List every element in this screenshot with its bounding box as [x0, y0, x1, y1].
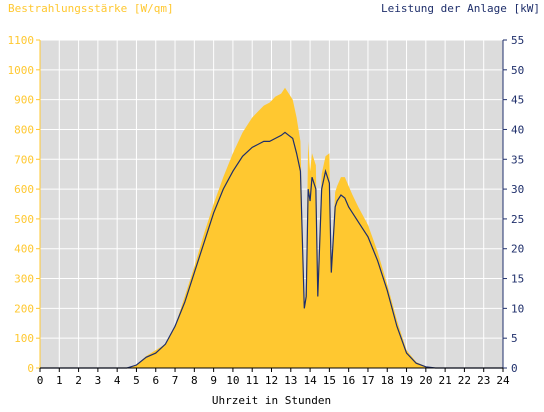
left-tick-label: 300: [14, 273, 34, 286]
left-axis-title: Bestrahlungsstärke [W/qm]: [8, 2, 174, 15]
x-tick-label: 23: [477, 374, 490, 387]
right-axis-title: Leistung der Anlage [kW]: [381, 2, 540, 15]
x-tick-label: 17: [361, 374, 374, 387]
left-tick-label: 1000: [8, 64, 35, 77]
x-tick-label: 2: [75, 374, 82, 387]
left-tick-label: 500: [14, 213, 34, 226]
x-tick-label: 13: [284, 374, 297, 387]
right-tick-label: 50: [511, 64, 524, 77]
irradiance-area: [40, 87, 503, 369]
right-tick-label: 35: [511, 153, 524, 166]
x-tick-label: 18: [381, 374, 394, 387]
x-tick-label: 15: [323, 374, 336, 387]
right-tick-label: 45: [511, 94, 524, 107]
x-tick-label: 1: [56, 374, 63, 387]
power-line: [40, 131, 503, 369]
x-tick-label: 0: [37, 374, 44, 387]
right-tick-label: 0: [511, 362, 518, 375]
right-tick-label: 15: [511, 273, 524, 286]
left-tick-label: 800: [14, 123, 34, 136]
right-tick-label: 55: [511, 34, 524, 47]
left-tick-label: 1100: [8, 34, 35, 47]
left-tick-label: 400: [14, 243, 34, 256]
x-tick-label: 8: [191, 374, 198, 387]
x-tick-label: 5: [133, 374, 140, 387]
right-tick-label: 10: [511, 302, 524, 315]
right-tick-label: 5: [511, 332, 518, 345]
x-tick-label: 4: [114, 374, 121, 387]
right-tick-label: 25: [511, 213, 524, 226]
x-tick-label: 9: [210, 374, 217, 387]
right-tick-label: 20: [511, 243, 524, 256]
x-tick-label: 14: [303, 374, 317, 387]
x-tick-label: 24: [496, 374, 510, 387]
x-tick-label: 3: [95, 374, 102, 387]
left-tick-label: 0: [27, 362, 34, 375]
x-tick-label: 10: [226, 374, 239, 387]
x-tick-label: 7: [172, 374, 179, 387]
x-tick-label: 22: [458, 374, 471, 387]
x-tick-label: 19: [400, 374, 413, 387]
left-tick-label: 700: [14, 153, 34, 166]
left-tick-label: 200: [14, 302, 34, 315]
x-tick-label: 12: [265, 374, 278, 387]
x-axis-label: Uhrzeit in Stunden: [212, 394, 331, 407]
x-tick-label: 16: [342, 374, 355, 387]
left-tick-label: 100: [14, 332, 34, 345]
x-tick-label: 6: [152, 374, 159, 387]
right-tick-label: 40: [511, 123, 524, 136]
right-tick-label: 30: [511, 183, 524, 196]
x-tick-label: 21: [439, 374, 452, 387]
x-tick-label: 11: [246, 374, 259, 387]
left-tick-label: 900: [14, 94, 34, 107]
x-tick-label: 20: [419, 374, 432, 387]
left-tick-label: 600: [14, 183, 34, 196]
